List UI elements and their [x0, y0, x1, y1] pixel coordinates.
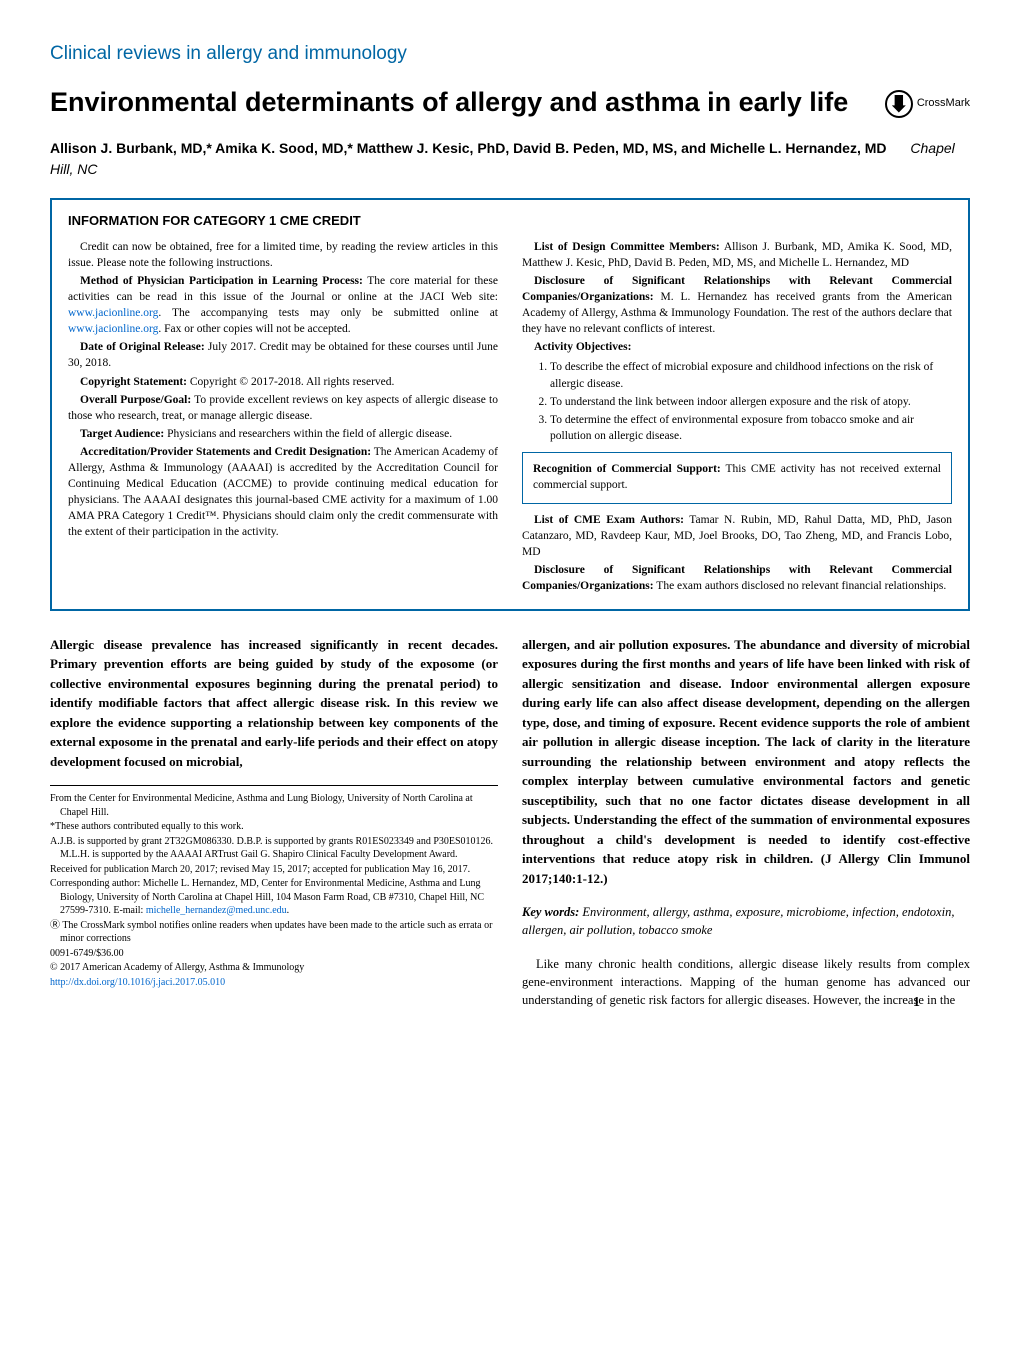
- footnote-copyright: © 2017 American Academy of Allergy, Asth…: [50, 961, 498, 975]
- abstract-right-text: allergen, and air pollution exposures. T…: [522, 635, 970, 889]
- cme-exam-authors: List of CME Exam Authors: Tamar N. Rubin…: [522, 512, 952, 560]
- abstract-left-column: Allergic disease prevalence has increase…: [50, 635, 498, 1010]
- cme-support: Recognition of Commercial Support: This …: [533, 461, 941, 493]
- footnote-corresponding: Corresponding author: Michelle L. Hernan…: [50, 877, 498, 918]
- section-header: Clinical reviews in allergy and immunolo…: [50, 40, 970, 68]
- abstract-left-text: Allergic disease prevalence has increase…: [50, 635, 498, 772]
- cme-exam-label: List of CME Exam Authors:: [534, 514, 684, 526]
- cme-support-label: Recognition of Commercial Support:: [533, 463, 721, 475]
- footnote-doi: http://dx.doi.org/10.1016/j.jaci.2017.05…: [50, 976, 498, 990]
- footer: 1: [50, 1013, 970, 1043]
- footnote-from: From the Center for Environmental Medici…: [50, 792, 498, 819]
- crossmark-icon: [885, 90, 913, 118]
- cme-audience-label: Target Audience:: [80, 428, 164, 440]
- cme-disc2-text: The exam authors disclosed no relevant f…: [654, 580, 947, 592]
- cme-disclosure2: Disclosure of Significant Relationships …: [522, 562, 952, 594]
- cme-objective-3: To determine the effect of environmental…: [550, 412, 952, 444]
- cme-heading: INFORMATION FOR CATEGORY 1 CME CREDIT: [68, 212, 952, 231]
- cme-method: Method of Physician Participation in Lea…: [68, 273, 498, 337]
- corresponding-email-link[interactable]: michelle_hernandez@med.unc.edu: [146, 905, 287, 916]
- title-row: Environmental determinants of allergy an…: [50, 86, 970, 118]
- footnote-crossmark: Ⓡ The CrossMark symbol notifies online r…: [50, 919, 498, 946]
- cme-design-label: List of Design Committee Members:: [534, 241, 720, 253]
- jaci-link-2[interactable]: www.jacionline.org: [68, 323, 158, 335]
- article-title: Environmental determinants of allergy an…: [50, 86, 865, 118]
- page-number: 1: [913, 993, 920, 1013]
- cme-objectives-list: To describe the effect of microbial expo…: [550, 359, 952, 443]
- cme-objective-1: To describe the effect of microbial expo…: [550, 359, 952, 391]
- cme-method-text3: . Fax or other copies will not be accept…: [158, 323, 350, 335]
- cme-method-text2: . The accompanying tests may only be sub…: [158, 307, 498, 319]
- cme-columns: Credit can now be obtained, free for a l…: [68, 239, 952, 597]
- cme-disclosure1: Disclosure of Significant Relationships …: [522, 273, 952, 337]
- cme-info-box: INFORMATION FOR CATEGORY 1 CME CREDIT Cr…: [50, 198, 970, 611]
- footnote-received: Received for publication March 20, 2017;…: [50, 863, 498, 877]
- cme-obj-label: Activity Objectives:: [534, 341, 631, 353]
- authors-names: Allison J. Burbank, MD,* Amika K. Sood, …: [50, 140, 887, 156]
- footnote-support: A.J.B. is supported by grant 2T32GM08633…: [50, 835, 498, 862]
- footnote-issn: 0091-6749/$36.00: [50, 947, 498, 961]
- cme-audience: Target Audience: Physicians and research…: [68, 426, 498, 442]
- cme-design: List of Design Committee Members: Alliso…: [522, 239, 952, 271]
- cme-audience-text: Physicians and researchers within the fi…: [164, 428, 452, 440]
- body-paragraph: Like many chronic health conditions, all…: [522, 955, 970, 1009]
- footnotes-block: From the Center for Environmental Medici…: [50, 785, 498, 989]
- cme-left-column: Credit can now be obtained, free for a l…: [68, 239, 498, 597]
- crossmark-label: CrossMark: [917, 96, 970, 112]
- cme-accred-label: Accreditation/Provider Statements and Cr…: [80, 446, 371, 458]
- cme-copyright-text: Copyright © 2017-2018. All rights reserv…: [187, 376, 394, 388]
- doi-link[interactable]: http://dx.doi.org/10.1016/j.jaci.2017.05…: [50, 977, 225, 988]
- keywords: Key words: Environment, allergy, asthma,…: [522, 904, 970, 939]
- cme-purpose: Overall Purpose/Goal: To provide excelle…: [68, 392, 498, 424]
- cme-copyright-label: Copyright Statement:: [80, 376, 187, 388]
- cme-date-label: Date of Original Release:: [80, 341, 205, 353]
- cme-intro: Credit can now be obtained, free for a l…: [68, 239, 498, 271]
- cme-accred-text: The American Academy of Allergy, Asthma …: [68, 446, 498, 538]
- cme-copyright: Copyright Statement: Copyright © 2017-20…: [68, 374, 498, 390]
- cme-accreditation: Accreditation/Provider Statements and Cr…: [68, 444, 498, 541]
- cme-objective-2: To understand the link between indoor al…: [550, 394, 952, 410]
- abstract-row: Allergic disease prevalence has increase…: [50, 635, 970, 1010]
- jaci-link-1[interactable]: www.jacionline.org: [68, 307, 158, 319]
- footnote-equal: *These authors contributed equally to th…: [50, 820, 498, 834]
- cme-method-label: Method of Physician Participation in Lea…: [80, 275, 363, 287]
- cme-support-box: Recognition of Commercial Support: This …: [522, 452, 952, 504]
- abstract-right-column: allergen, and air pollution exposures. T…: [522, 635, 970, 1010]
- cme-date: Date of Original Release: July 2017. Cre…: [68, 339, 498, 371]
- cme-right-column: List of Design Committee Members: Alliso…: [522, 239, 952, 597]
- cme-objectives-label-row: Activity Objectives:: [522, 339, 952, 355]
- keywords-text: Environment, allergy, asthma, exposure, …: [522, 905, 954, 937]
- crossmark-badge[interactable]: CrossMark: [885, 90, 970, 118]
- bookmark-icon: [892, 95, 906, 113]
- keywords-label: Key words:: [522, 905, 579, 919]
- authors-block: Allison J. Burbank, MD,* Amika K. Sood, …: [50, 138, 970, 180]
- cme-purpose-label: Overall Purpose/Goal:: [80, 394, 191, 406]
